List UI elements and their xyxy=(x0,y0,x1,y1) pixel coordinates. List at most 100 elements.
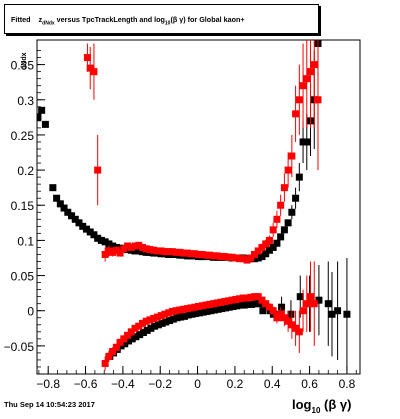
x-axis-label: log10 (β γ) xyxy=(292,397,351,414)
red-data-point xyxy=(262,240,270,248)
black-data-point xyxy=(109,242,117,250)
red-data-point xyxy=(258,296,266,304)
black-data-point xyxy=(138,248,146,256)
black-data-point xyxy=(280,226,288,234)
red-data-point xyxy=(202,301,210,309)
red-data-point xyxy=(295,96,303,104)
black-data-point xyxy=(203,307,211,315)
black-data-point xyxy=(287,310,295,318)
red-data-point xyxy=(94,166,102,174)
red-data-point xyxy=(303,75,311,83)
red-data-point xyxy=(142,317,150,325)
black-data-point xyxy=(184,311,192,319)
red-data-point xyxy=(120,245,128,253)
black-data-point xyxy=(90,231,98,239)
red-data-point xyxy=(124,242,132,250)
red-data-point xyxy=(269,307,277,315)
black-data-point xyxy=(135,247,143,255)
chart-title: Fitted zdNdx versus TpcTrackLength and l… xyxy=(11,15,245,26)
red-data-point xyxy=(243,256,251,264)
black-data-point xyxy=(277,233,285,241)
black-data-point xyxy=(132,333,140,341)
black-data-point xyxy=(60,204,68,212)
red-data-point xyxy=(176,248,184,256)
red-data-point xyxy=(150,314,158,322)
black-data-point xyxy=(116,244,124,252)
red-data-point xyxy=(105,352,113,360)
red-data-point xyxy=(232,295,240,303)
black-data-point xyxy=(251,300,259,308)
black-data-point xyxy=(94,234,102,242)
plot-frame xyxy=(36,39,361,375)
red-data-point xyxy=(146,316,154,324)
black-data-point xyxy=(139,329,147,337)
black-data-point xyxy=(37,113,42,121)
black-data-point xyxy=(303,138,311,146)
red-data-point xyxy=(183,249,191,257)
black-data-point xyxy=(233,302,241,310)
y-tick-label: 0 xyxy=(27,305,34,319)
black-data-point xyxy=(218,305,226,313)
red-data-point xyxy=(292,324,300,332)
red-data-point xyxy=(236,255,244,263)
red-data-point xyxy=(172,248,180,256)
red-data-point xyxy=(198,250,206,258)
black-data-point xyxy=(136,331,144,339)
data-layer xyxy=(37,40,351,371)
black-data-point xyxy=(188,310,196,318)
red-data-point xyxy=(124,331,132,339)
black-data-point xyxy=(82,225,90,233)
red-data-point xyxy=(172,307,180,315)
black-data-point xyxy=(71,215,79,223)
black-data-point xyxy=(278,303,286,311)
red-data-point xyxy=(191,303,199,311)
red-data-point xyxy=(127,328,135,336)
red-data-point xyxy=(228,296,236,304)
black-data-point xyxy=(195,309,203,317)
red-data-point xyxy=(161,248,169,256)
black-data-point xyxy=(121,340,129,348)
red-data-point xyxy=(221,298,229,306)
black-data-point xyxy=(296,293,304,301)
x-tick-label: 0.4 xyxy=(264,377,281,391)
black-data-point xyxy=(173,314,181,322)
red-data-point xyxy=(299,307,307,315)
black-data-point xyxy=(288,208,296,216)
red-data-point xyxy=(157,247,165,255)
black-data-point xyxy=(131,247,139,255)
red-data-point xyxy=(288,152,296,160)
x-tick-label: −0.2 xyxy=(148,377,172,391)
red-data-point xyxy=(202,251,210,259)
black-data-point xyxy=(143,326,151,334)
red-data-point xyxy=(213,252,221,260)
x-tick-label: −0.8 xyxy=(36,377,60,391)
red-data-point xyxy=(284,166,292,174)
y-tick-label: 0.2 xyxy=(17,164,34,178)
red-data-point xyxy=(280,184,288,192)
red-data-point xyxy=(262,300,270,308)
red-data-point xyxy=(217,253,225,261)
black-data-point xyxy=(343,310,351,318)
black-data-point xyxy=(177,313,185,321)
y-tick-label: 0.35 xyxy=(11,59,35,73)
black-data-point xyxy=(117,342,125,350)
black-data-point xyxy=(222,304,230,312)
black-data-point xyxy=(147,324,155,332)
red-data-point xyxy=(161,310,169,318)
red-data-point xyxy=(135,241,143,249)
red-data-point xyxy=(247,293,255,301)
black-data-point xyxy=(128,335,136,343)
black-data-point xyxy=(258,253,266,261)
black-data-point xyxy=(79,222,87,230)
red-data-point xyxy=(101,250,109,258)
black-data-point xyxy=(199,308,207,316)
red-data-point xyxy=(187,304,195,312)
red-data-point xyxy=(90,68,98,76)
red-data-point xyxy=(83,54,91,62)
black-data-point xyxy=(244,300,252,308)
red-data-point xyxy=(109,248,117,256)
red-data-point xyxy=(213,299,221,307)
black-data-point xyxy=(151,322,159,330)
red-data-point xyxy=(232,254,240,262)
black-data-point xyxy=(166,317,174,325)
